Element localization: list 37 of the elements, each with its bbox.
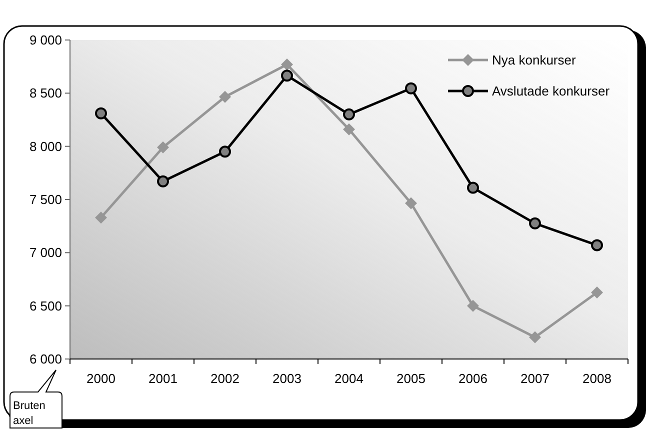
legend-label: Avslutade konkurser	[492, 84, 610, 99]
point	[343, 108, 355, 120]
y-tick-label: 8 500	[29, 86, 62, 101]
point	[281, 70, 293, 82]
point	[219, 146, 231, 158]
point	[467, 300, 479, 312]
text: Bruten axel	[13, 400, 46, 427]
y-tick-label: 7 000	[29, 245, 62, 260]
point	[281, 58, 293, 70]
point	[157, 141, 169, 154]
point	[95, 107, 107, 120]
point	[591, 239, 603, 252]
x-tick-label: 2007	[520, 371, 550, 386]
x-tick-label: 2005	[396, 371, 426, 386]
x-tick-label: 2001	[148, 371, 178, 386]
point	[529, 331, 541, 344]
y-tick-label: 8 000	[29, 138, 62, 154]
point	[405, 82, 417, 94]
point	[343, 123, 355, 136]
point	[157, 175, 169, 188]
point	[529, 217, 541, 230]
legend-label: Nya konkurser	[492, 52, 576, 68]
point	[219, 90, 231, 103]
y-tick-label: 6 000	[29, 352, 62, 367]
y-tick-label: 9 000	[29, 32, 62, 48]
x-tick-label: 2003	[272, 371, 302, 386]
point	[467, 182, 479, 194]
x-tick-label: 2006	[458, 371, 488, 386]
y-tick-label: 6 500	[29, 298, 62, 314]
point	[405, 197, 417, 210]
y-tick-label: 7 500	[29, 192, 62, 208]
point	[591, 286, 603, 299]
x-tick-label: 2000	[86, 371, 116, 386]
x-tick-label: 2004	[334, 371, 364, 386]
point	[95, 212, 107, 224]
x-tick-label: 2002	[210, 371, 240, 386]
x-tick-label: 2008	[582, 371, 612, 386]
